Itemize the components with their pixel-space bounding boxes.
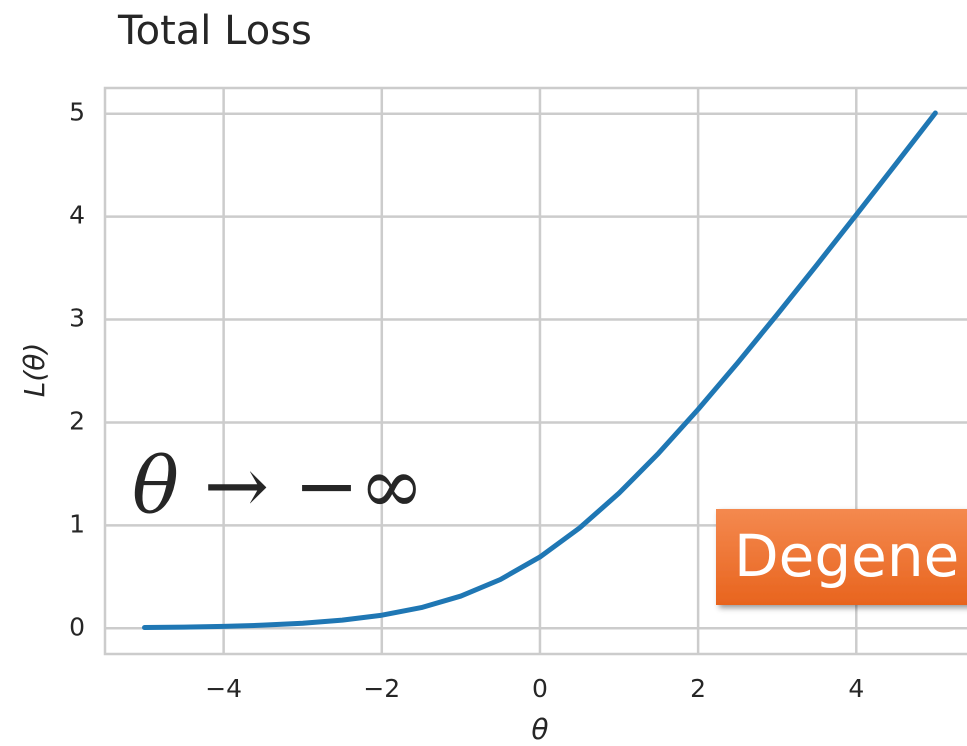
x-axis-label: θ (531, 713, 548, 746)
y-tick-label: 4 (69, 201, 85, 230)
x-tick-label: 2 (690, 674, 706, 703)
y-tick-label: 5 (69, 98, 85, 127)
y-tick-label: 3 (69, 304, 85, 333)
y-tick-label: 0 (69, 612, 85, 641)
x-tick-label: −4 (205, 674, 242, 703)
plot-frame (103, 86, 967, 656)
line (142, 110, 938, 631)
annotation: θ → −∞ (132, 442, 424, 532)
callout-text: Degene (734, 522, 959, 590)
y-axis-label: L(θ) (18, 343, 51, 398)
chart-title: Total Loss (117, 8, 312, 54)
y-tick-label: 1 (69, 509, 85, 538)
x-tick-label: 0 (532, 674, 548, 703)
callout-box (716, 509, 967, 605)
x-tick-label: 4 (848, 674, 864, 703)
x-tick-label: −2 (363, 674, 400, 703)
y-tick-label: 2 (69, 406, 85, 435)
